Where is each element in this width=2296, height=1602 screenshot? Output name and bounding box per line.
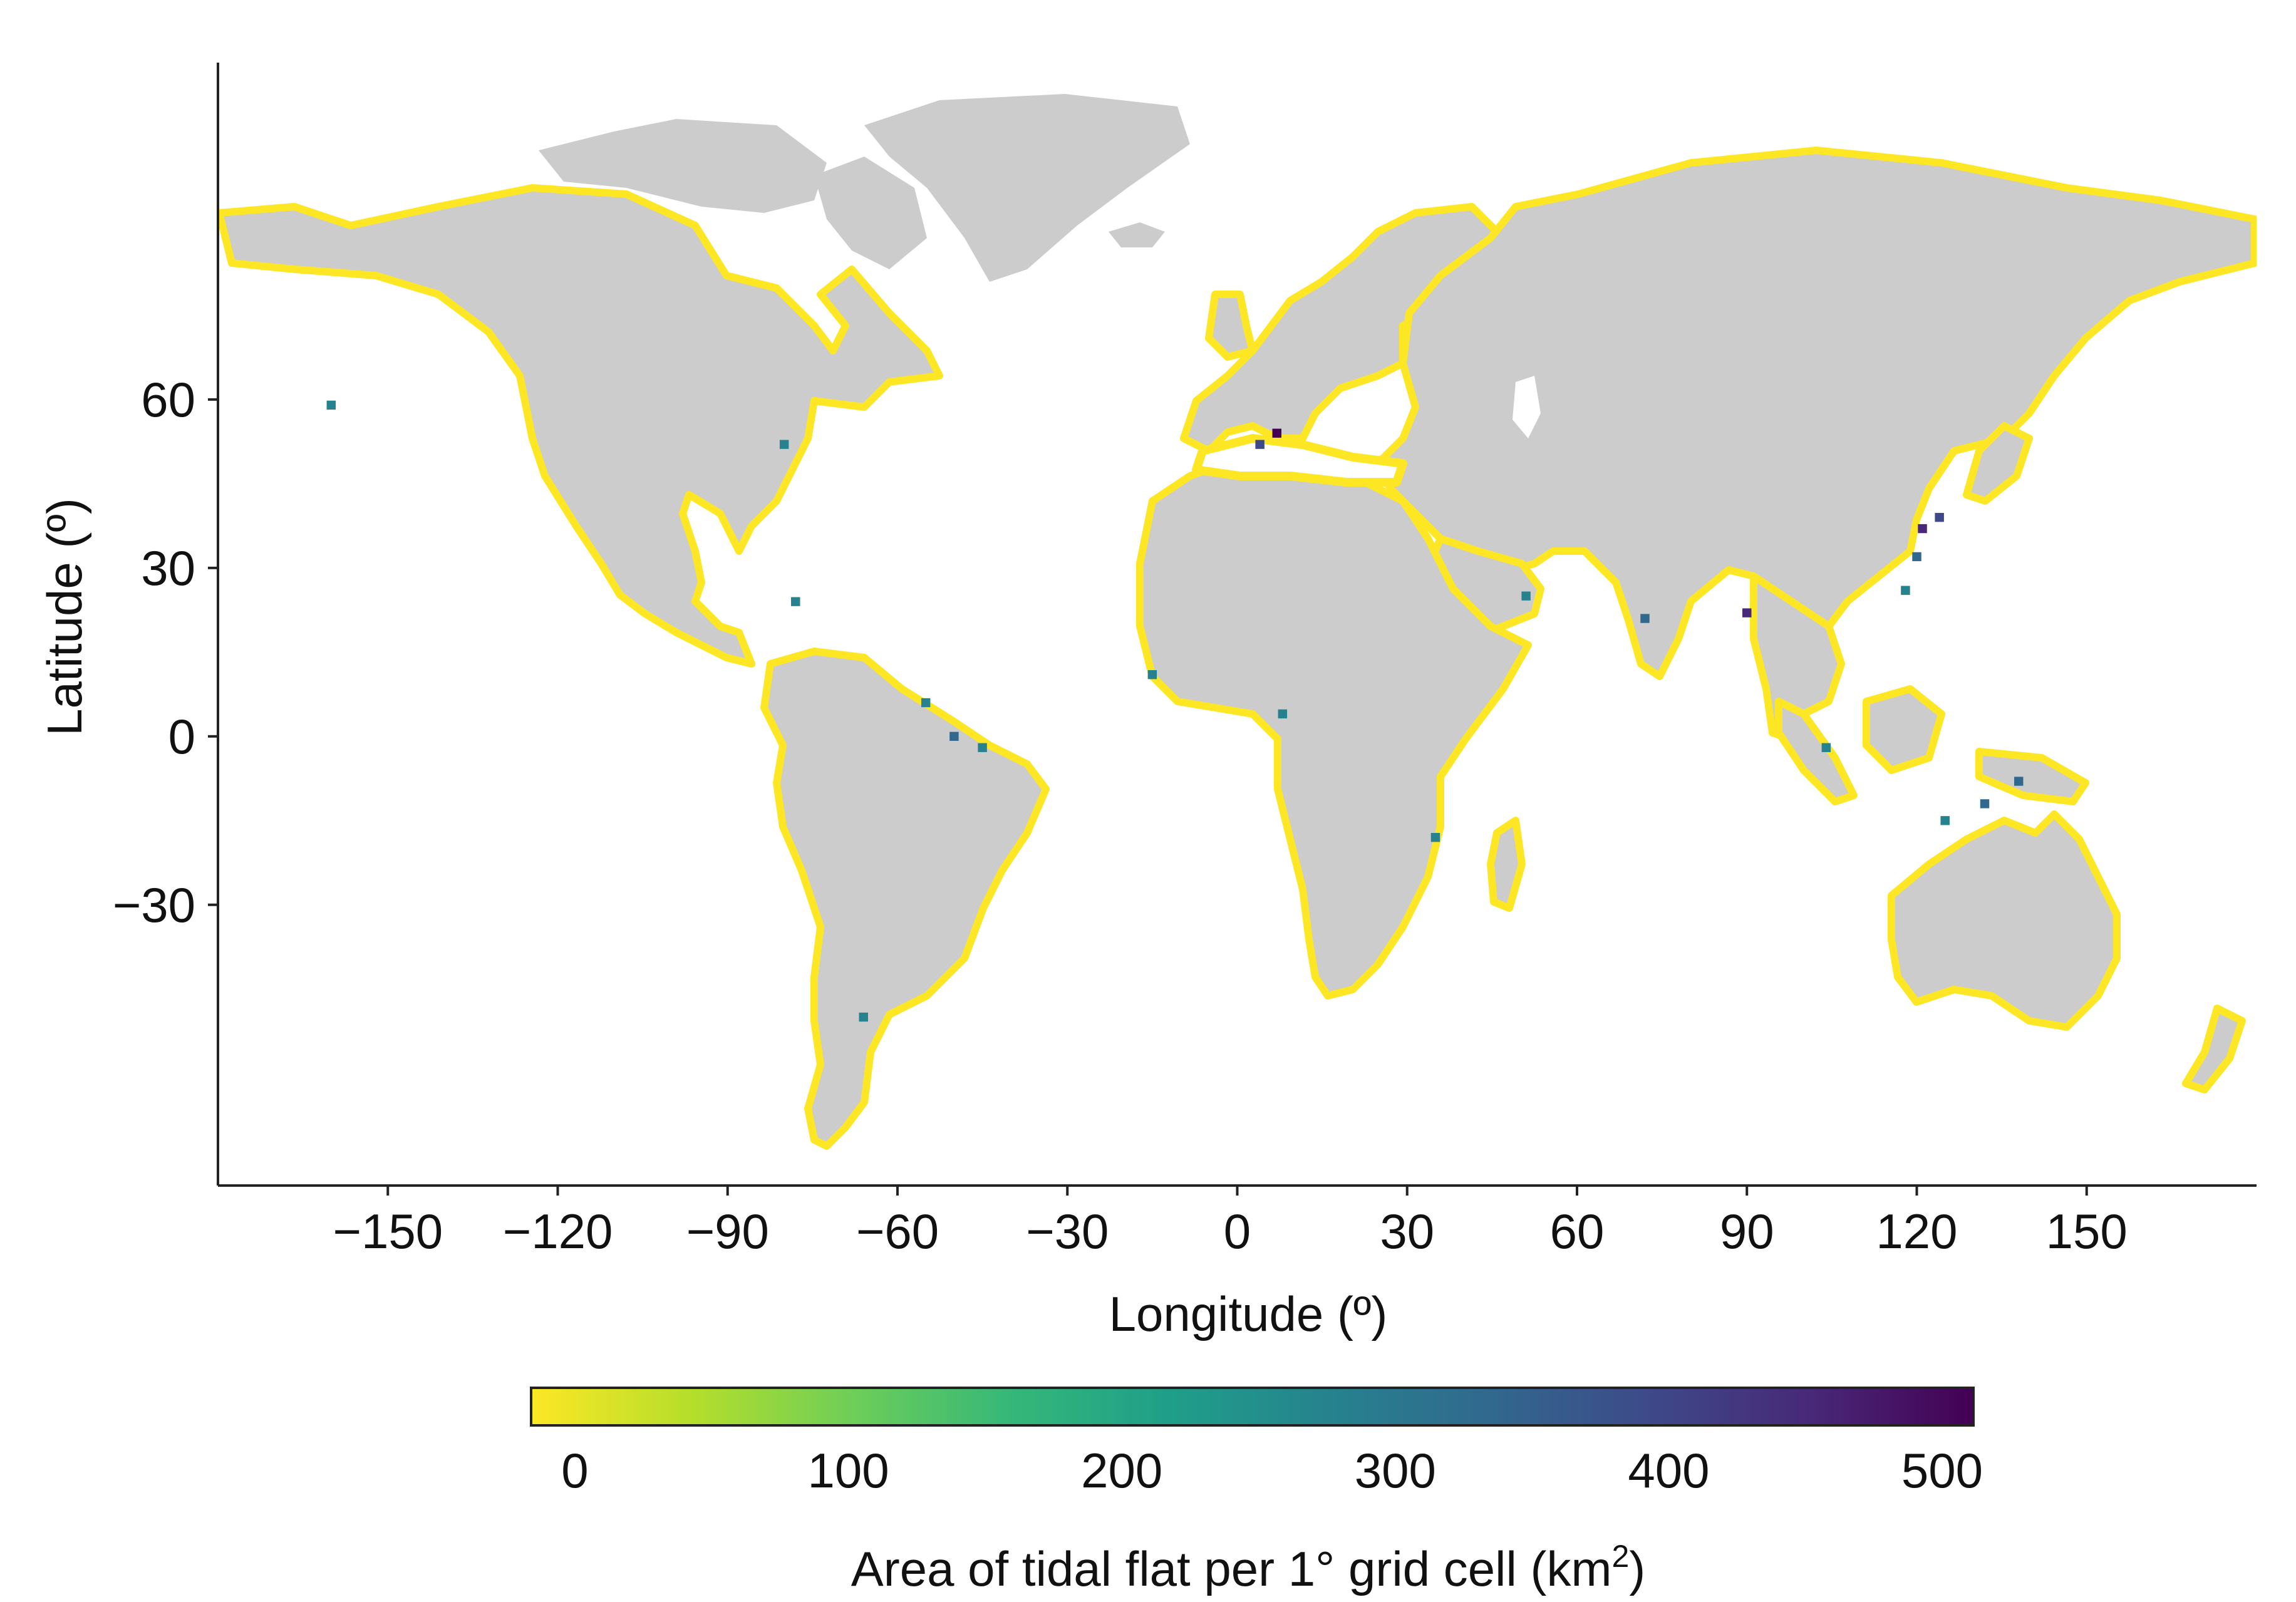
tidal-flat-cell bbox=[1901, 586, 1910, 595]
colorbar-tick-label: 400 bbox=[1628, 1443, 1709, 1498]
colorbar-tick-label: 200 bbox=[1081, 1443, 1162, 1498]
tidal-flat-cell bbox=[1278, 709, 1288, 719]
landmass-sumatra bbox=[1775, 698, 1858, 805]
tidal-flat-cell bbox=[1521, 591, 1531, 601]
x-tick-label: 150 bbox=[2046, 1204, 2128, 1259]
tidal-flat-cell bbox=[326, 400, 336, 410]
landmass-great-britain bbox=[1205, 291, 1256, 361]
landmass-japan bbox=[1963, 422, 2033, 505]
landmass-new-zealand bbox=[2182, 1005, 2246, 1093]
land-masses bbox=[218, 94, 2257, 1150]
x-tick-label: −90 bbox=[686, 1204, 769, 1259]
tidal-flat-cell bbox=[859, 1012, 868, 1022]
y-tick-label: 30 bbox=[141, 540, 195, 596]
tidal-flat-cell bbox=[1935, 512, 1944, 522]
map-plot-area bbox=[218, 94, 2257, 1150]
tidal-flat-cell bbox=[791, 597, 800, 606]
x-tick-label: 60 bbox=[1550, 1204, 1605, 1259]
tidal-flat-cells bbox=[326, 400, 2024, 1022]
landmass-new-guinea bbox=[1975, 748, 2089, 805]
x-tick-label: −150 bbox=[333, 1204, 443, 1259]
x-tick-label: −60 bbox=[856, 1204, 939, 1259]
tidal-flat-cell bbox=[1912, 552, 1921, 562]
tidal-flat-cell bbox=[2014, 777, 2024, 786]
x-tick-label: 120 bbox=[1876, 1204, 1957, 1259]
landmass-south-america bbox=[760, 648, 1050, 1150]
caspian-sea bbox=[1513, 376, 1541, 438]
tidal-flat-cell bbox=[1640, 614, 1650, 623]
x-tick-label: −30 bbox=[1026, 1204, 1109, 1259]
landmass-canadian-arctic bbox=[539, 119, 827, 213]
colorbar-tick-label: 100 bbox=[808, 1443, 889, 1498]
landmass-africa bbox=[1136, 453, 1532, 1000]
tidal-flat-cell bbox=[921, 698, 931, 708]
y-tick-label: −30 bbox=[113, 877, 195, 933]
tidal-flat-cell bbox=[1821, 743, 1831, 752]
x-tick-label: 0 bbox=[1224, 1204, 1251, 1259]
x-tick-label: −120 bbox=[503, 1204, 613, 1259]
landmass-baffin bbox=[814, 157, 927, 269]
tidal-flat-cell bbox=[1272, 428, 1282, 438]
landmass-borneo bbox=[1863, 685, 1945, 774]
tidal-flat-cell bbox=[1940, 816, 1950, 825]
landmass-madagascar bbox=[1487, 817, 1526, 912]
tidal-flat-cell bbox=[1147, 670, 1157, 680]
x-axis-ticks: −150 −120 −90 −60 −30 0 30 60 90 120 150 bbox=[333, 1186, 2128, 1259]
colorbar-tick-label: 0 bbox=[561, 1443, 588, 1498]
tidal-flat-cell bbox=[1918, 524, 1927, 534]
x-tick-label: 30 bbox=[1380, 1204, 1434, 1259]
tidal-flat-cell bbox=[1742, 608, 1752, 618]
tidal-flat-cell bbox=[1980, 799, 1990, 809]
landmass-greenland bbox=[864, 94, 1190, 282]
tidal-flat-cell bbox=[779, 440, 789, 449]
landmass-north-america bbox=[218, 184, 943, 668]
colorbar-label: Area of tidal flat per 1° grid cell (km2… bbox=[851, 1539, 1645, 1596]
x-axis-label: Longitude (º) bbox=[1109, 1286, 1388, 1341]
tidal-flat-cell bbox=[978, 743, 987, 752]
y-axis-label: Latitude (º) bbox=[37, 498, 92, 736]
colorbar-gradient bbox=[530, 1387, 1975, 1427]
tidal-flat-cell bbox=[949, 731, 959, 741]
colorbar-ticks: 0 100 200 300 400 500 bbox=[561, 1443, 1983, 1498]
landmass-iceland bbox=[1109, 222, 1165, 247]
tidal-flat-cell bbox=[1430, 832, 1440, 842]
y-axis-ticks: −30 0 30 60 bbox=[113, 372, 218, 933]
tidal-flat-cell bbox=[1255, 440, 1264, 449]
mediterranean-sea bbox=[1192, 434, 1407, 487]
y-tick-label: 0 bbox=[168, 709, 195, 764]
landmass-australia bbox=[1888, 810, 2121, 1031]
colorbar: 0 100 200 300 400 500 Area of tidal flat per … bbox=[530, 1387, 1983, 1596]
colorbar-tick-label: 500 bbox=[1901, 1443, 1983, 1498]
y-tick-label: 60 bbox=[141, 372, 195, 427]
colorbar-tick-label: 300 bbox=[1355, 1443, 1436, 1498]
x-tick-label: 90 bbox=[1720, 1204, 1774, 1259]
